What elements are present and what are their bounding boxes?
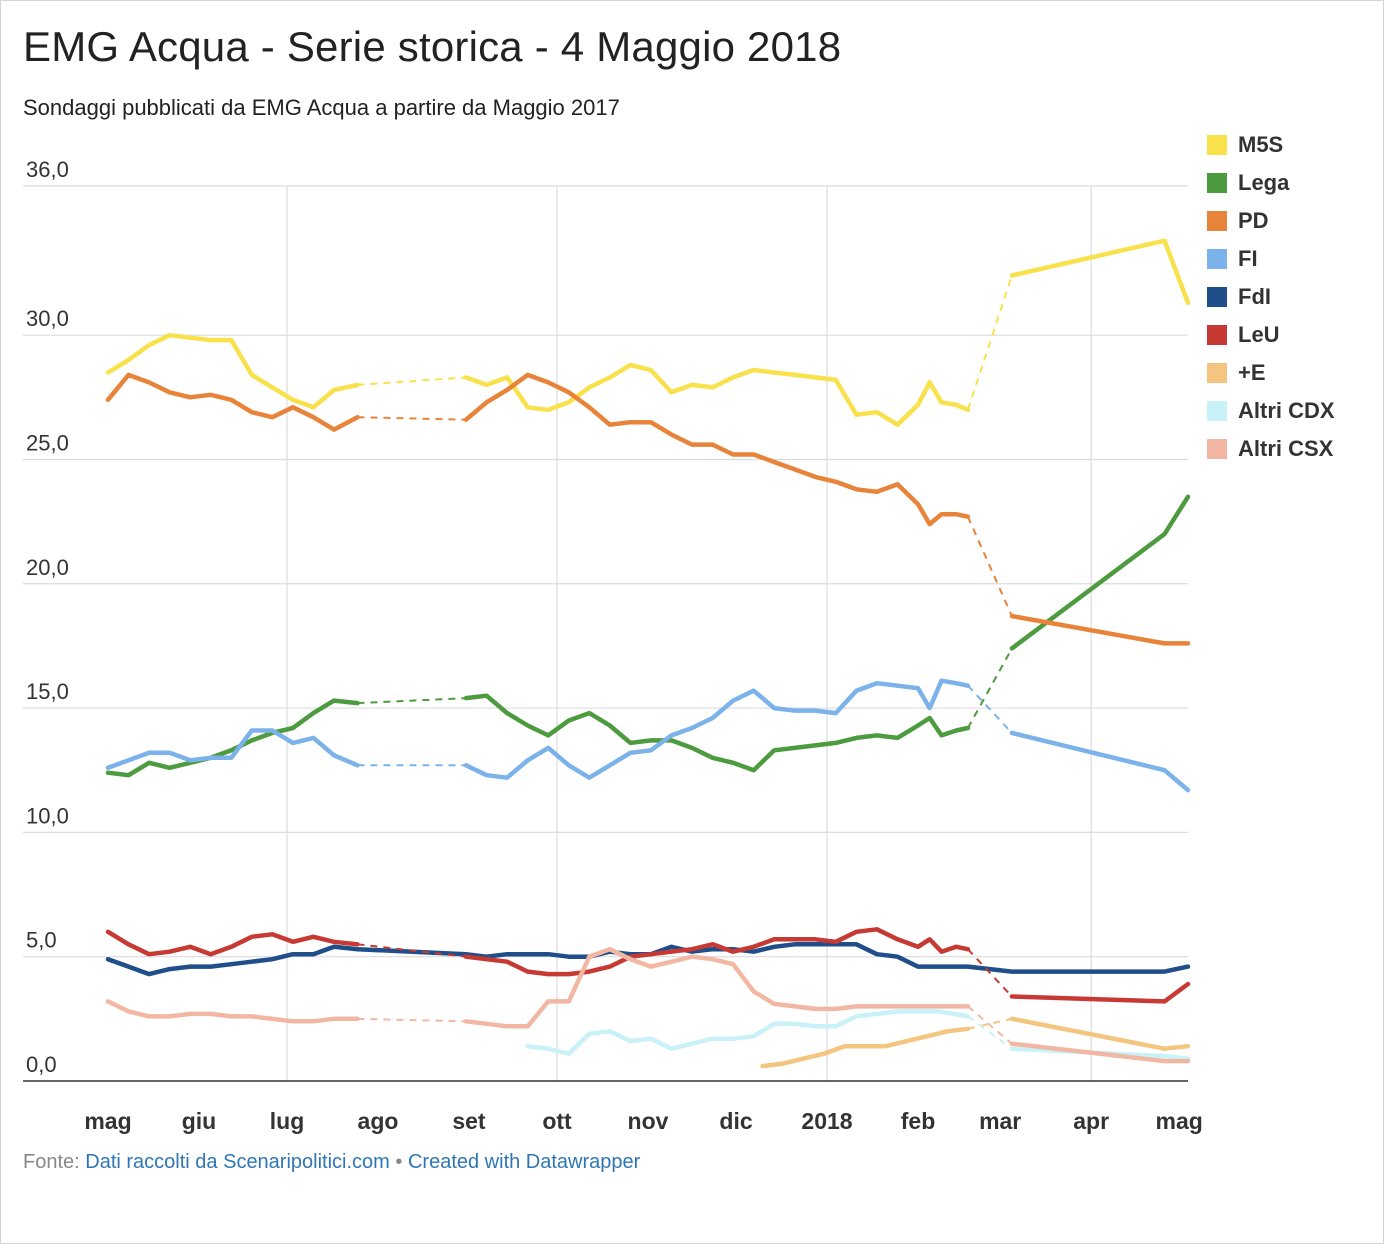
y-tick-label: 25,0 bbox=[26, 430, 69, 455]
series-gap-lega bbox=[357, 697, 467, 705]
legend-label: Altri CSX bbox=[1238, 436, 1334, 461]
y-tick-label: 5,0 bbox=[26, 928, 57, 953]
x-tick-label: dic bbox=[719, 1108, 752, 1134]
y-tick-label: 15,0 bbox=[26, 679, 69, 704]
x-tick-label: set bbox=[452, 1108, 486, 1134]
series-gap-m5s bbox=[966, 275, 1013, 411]
x-tick-label: giu bbox=[182, 1108, 217, 1134]
legend-label: PD bbox=[1238, 208, 1269, 233]
legend-label: Altri CDX bbox=[1238, 398, 1335, 423]
legend-item-fdi: FdI bbox=[1207, 278, 1335, 316]
chart-title: EMG Acqua - Serie storica - 4 Maggio 201… bbox=[23, 23, 842, 70]
legend-label: FI bbox=[1238, 246, 1258, 271]
series-line-leu bbox=[463, 927, 971, 977]
series-gap-altri-csx bbox=[967, 1005, 1013, 1045]
series-line-fi bbox=[463, 678, 971, 780]
series-line-e bbox=[1009, 1016, 1191, 1051]
series-line-lega bbox=[463, 693, 971, 773]
series-gap-fi bbox=[967, 685, 1013, 734]
legend-item-fi: FI bbox=[1207, 240, 1335, 278]
series-line-altri-csx bbox=[1009, 1041, 1191, 1064]
chart-legend: M5S Lega PD FI FdI LeU +E Altri CDX Altri CSX bbox=[1207, 126, 1335, 468]
legend-item-altri-csx: Altri CSX bbox=[1207, 430, 1335, 468]
y-tick-label: 30,0 bbox=[26, 306, 69, 331]
legend-swatch bbox=[1207, 173, 1227, 193]
legend-swatch bbox=[1207, 439, 1227, 459]
series-line-leu bbox=[1009, 981, 1191, 1004]
series-line-altri-csx bbox=[105, 999, 360, 1024]
datawrapper-credit-link[interactable]: Created with Datawrapper bbox=[407, 1151, 641, 1173]
chart-subtitle: Sondaggi pubblicati da EMG Acqua a parti… bbox=[23, 95, 620, 120]
legend-label: FdI bbox=[1238, 284, 1271, 309]
x-tick-label: feb bbox=[901, 1108, 936, 1134]
series-line-lega bbox=[105, 698, 360, 778]
legend-label: +E bbox=[1238, 360, 1266, 385]
series-line-pd bbox=[1009, 613, 1191, 646]
chart-footer: Fonte: Dati raccolti da Scenaripolitici.… bbox=[23, 1151, 640, 1174]
legend-item-m5s: M5S bbox=[1207, 126, 1335, 164]
legend-label: M5S bbox=[1238, 132, 1284, 157]
legend-swatch bbox=[1207, 363, 1227, 383]
series-line-m5s bbox=[463, 362, 971, 427]
legend-item-lega: Lega bbox=[1207, 164, 1335, 202]
series-gap-leu bbox=[967, 948, 1013, 998]
series-line-m5s bbox=[105, 332, 360, 410]
footer-separator: • bbox=[395, 1151, 403, 1173]
legend-swatch bbox=[1207, 325, 1227, 345]
series-line-pd bbox=[463, 372, 971, 527]
y-tick-label: 10,0 bbox=[26, 803, 69, 828]
x-tick-label: ott bbox=[542, 1108, 572, 1134]
series-gap-altri-cdx bbox=[967, 1015, 1013, 1050]
legend-item-pd: PD bbox=[1207, 202, 1335, 240]
legend-swatch bbox=[1207, 135, 1227, 155]
series-gap-leu bbox=[357, 943, 467, 958]
x-tick-label: mag bbox=[84, 1108, 131, 1134]
x-tick-label: 2018 bbox=[801, 1108, 852, 1134]
legend-swatch bbox=[1207, 401, 1227, 421]
series-line-fdi bbox=[105, 942, 1191, 977]
legend-swatch bbox=[1207, 249, 1227, 269]
x-tick-label: apr bbox=[1073, 1108, 1109, 1134]
series-line-e bbox=[760, 1026, 971, 1069]
legend-swatch bbox=[1207, 211, 1227, 231]
series-line-fi bbox=[1009, 730, 1191, 793]
legend-label: Lega bbox=[1238, 170, 1290, 195]
series-line-altri-csx bbox=[463, 946, 971, 1029]
legend-label: LeU bbox=[1238, 322, 1280, 347]
series-gap-m5s bbox=[357, 376, 467, 386]
footer-source-prefix: Fonte: bbox=[23, 1151, 80, 1173]
series-gap-pd bbox=[357, 416, 467, 421]
source-link[interactable]: Dati raccolti da Scenaripolitici.com bbox=[85, 1151, 390, 1173]
x-tick-label: mar bbox=[979, 1108, 1021, 1134]
series-line-lega bbox=[1009, 494, 1191, 651]
legend-swatch bbox=[1207, 287, 1227, 307]
series-line-m5s bbox=[1009, 238, 1191, 306]
y-tick-label: 20,0 bbox=[26, 555, 69, 580]
y-tick-label: 0,0 bbox=[26, 1052, 57, 1077]
legend-item-altri-cdx: Altri CDX bbox=[1207, 392, 1335, 430]
series-gap-lega bbox=[967, 647, 1013, 729]
y-tick-label: 36,0 bbox=[26, 157, 69, 182]
series-gap-altri-csx bbox=[357, 1017, 467, 1023]
x-tick-label: lug bbox=[270, 1108, 305, 1134]
legend-item-e: +E bbox=[1207, 354, 1335, 392]
series-line-leu bbox=[105, 929, 360, 957]
series-line-fi bbox=[105, 728, 360, 771]
x-tick-label: mag bbox=[1156, 1108, 1203, 1134]
x-tick-label: ago bbox=[358, 1108, 399, 1134]
series-gap-pd bbox=[966, 516, 1013, 617]
series-line-altri-cdx bbox=[525, 1009, 971, 1056]
legend-item-leu: LeU bbox=[1207, 316, 1335, 354]
x-tick-label: nov bbox=[628, 1108, 669, 1134]
series-line-pd bbox=[105, 372, 360, 432]
